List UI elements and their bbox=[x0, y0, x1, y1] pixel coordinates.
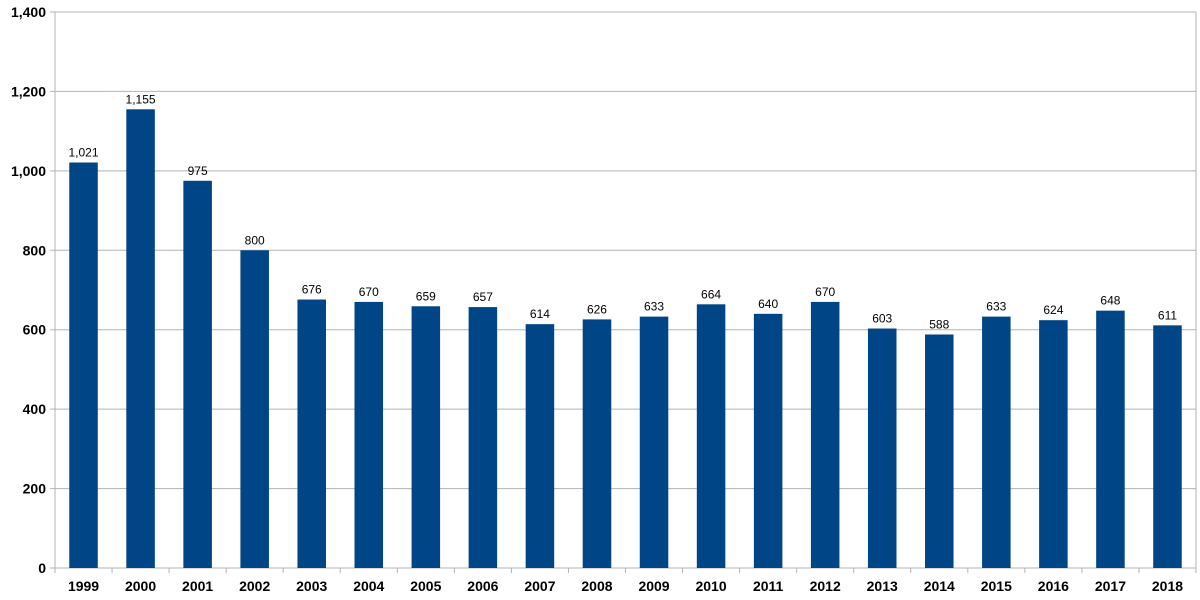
x-tick-label: 1999 bbox=[68, 578, 99, 594]
x-tick-label: 2004 bbox=[353, 578, 384, 594]
data-label: 626 bbox=[587, 302, 607, 316]
x-tick-label: 2006 bbox=[467, 578, 498, 594]
y-tick-label: 1,000 bbox=[11, 163, 46, 179]
data-label: 611 bbox=[1158, 308, 1177, 322]
data-label: 624 bbox=[1043, 303, 1063, 317]
bar bbox=[126, 109, 155, 569]
x-tick-label: 2001 bbox=[182, 578, 213, 594]
bar bbox=[411, 306, 441, 568]
y-tick-label: 200 bbox=[23, 481, 47, 497]
x-tick-label: 2003 bbox=[296, 578, 327, 594]
data-label: 640 bbox=[758, 297, 778, 311]
data-labels: 1,021 1,155 975 800 676 670 659 657 614 626 633 664… bbox=[69, 92, 1178, 331]
data-label: 614 bbox=[530, 307, 550, 321]
data-label: 664 bbox=[701, 287, 721, 301]
bars bbox=[69, 109, 1182, 569]
data-label: 975 bbox=[188, 164, 208, 178]
data-label: 633 bbox=[644, 300, 664, 314]
x-tick-label: 2018 bbox=[1152, 578, 1183, 594]
bar bbox=[297, 299, 326, 568]
y-tick-label: 600 bbox=[23, 322, 47, 338]
bar bbox=[525, 324, 555, 568]
bar bbox=[240, 250, 269, 569]
x-tick-label: 2008 bbox=[581, 578, 612, 594]
axes: 0 200 400 600 800 1,000 1,200 1,400 1999 2000 2001… bbox=[11, 4, 1197, 594]
data-label: 657 bbox=[473, 290, 493, 304]
bar bbox=[1096, 310, 1125, 568]
data-label: 676 bbox=[302, 283, 322, 297]
y-tick-label: 400 bbox=[23, 401, 47, 417]
bar bbox=[468, 307, 498, 568]
data-label: 633 bbox=[986, 300, 1006, 314]
bar bbox=[354, 301, 384, 568]
data-label: 800 bbox=[245, 233, 265, 247]
x-tick-label: 2000 bbox=[125, 578, 156, 594]
x-tick-label: 2007 bbox=[524, 578, 555, 594]
x-tick-label: 2015 bbox=[981, 578, 1012, 594]
data-label: 659 bbox=[416, 289, 436, 303]
y-tick-label: 1,200 bbox=[11, 83, 46, 99]
bar bbox=[183, 180, 212, 569]
bar bbox=[925, 334, 954, 568]
data-label: 670 bbox=[815, 285, 835, 299]
data-label: 1,021 bbox=[69, 146, 99, 160]
data-label: 1,155 bbox=[126, 92, 156, 106]
x-tick-label: 2017 bbox=[1095, 578, 1126, 594]
x-tick-label: 2005 bbox=[410, 578, 441, 594]
bar bbox=[810, 301, 840, 568]
x-tick-label: 2010 bbox=[695, 578, 726, 594]
bar bbox=[696, 304, 726, 568]
x-tick-label: 2012 bbox=[810, 578, 841, 594]
x-tick-label: 2009 bbox=[638, 578, 669, 594]
gridlines bbox=[50, 11, 1196, 569]
x-tick-label: 2002 bbox=[239, 578, 270, 594]
bar bbox=[69, 162, 98, 568]
bar bbox=[867, 328, 897, 568]
data-label: 588 bbox=[929, 317, 949, 331]
y-tick-label: 1,400 bbox=[11, 4, 46, 20]
y-tick-label: 800 bbox=[23, 242, 47, 258]
x-tick-label: 2013 bbox=[867, 578, 898, 594]
data-label: 603 bbox=[872, 312, 892, 326]
y-tick-label: 0 bbox=[38, 560, 46, 576]
bar bbox=[1153, 325, 1182, 568]
bar bbox=[639, 316, 669, 568]
x-tick-label: 2016 bbox=[1038, 578, 1069, 594]
x-tick-label: 2014 bbox=[924, 578, 955, 594]
bar bbox=[582, 319, 612, 568]
bar bbox=[753, 313, 783, 568]
data-label: 648 bbox=[1100, 294, 1120, 308]
bar bbox=[1039, 320, 1068, 568]
data-label: 670 bbox=[359, 285, 379, 299]
bar bbox=[982, 316, 1011, 568]
x-tick-label: 2011 bbox=[753, 578, 784, 594]
